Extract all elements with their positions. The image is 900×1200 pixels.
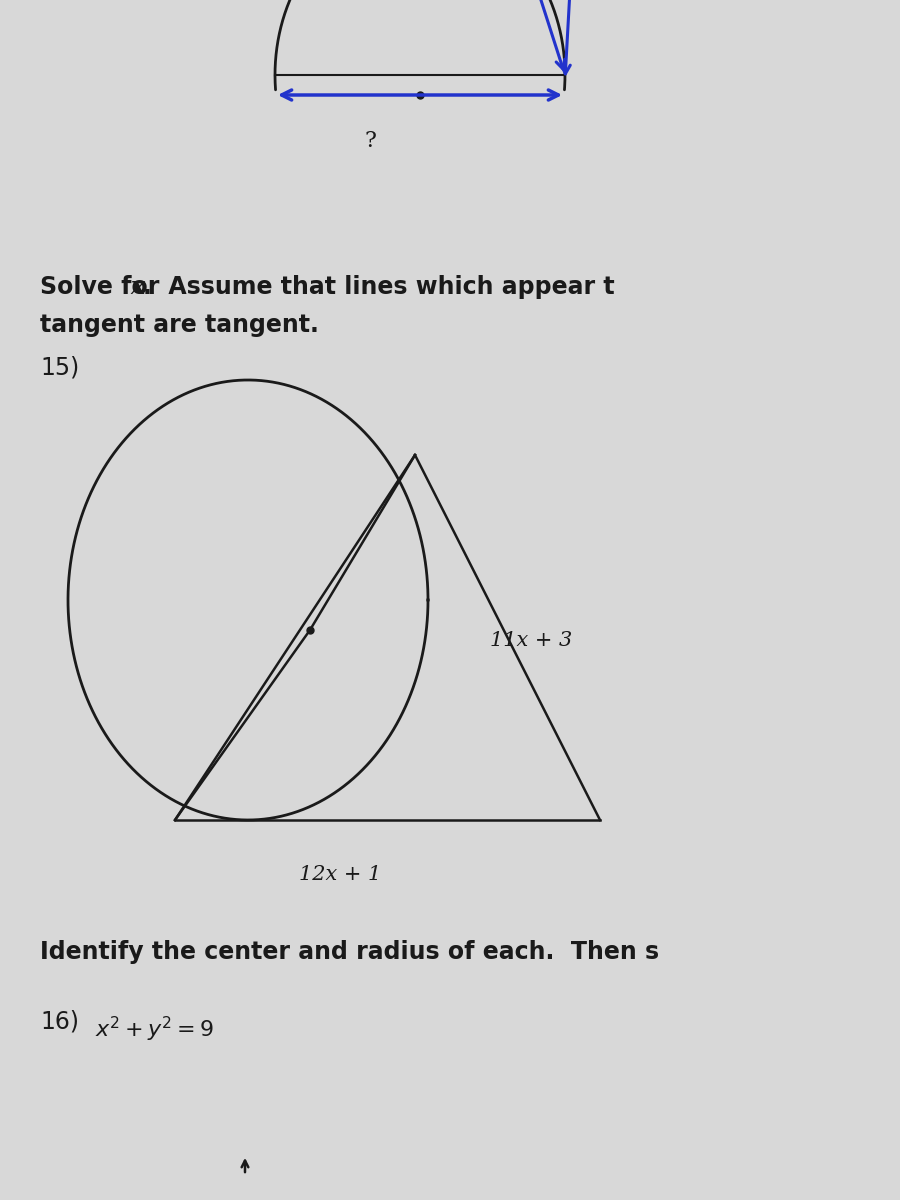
Text: ?: ? bbox=[364, 130, 376, 152]
Text: x: x bbox=[130, 275, 144, 299]
Text: Solve for: Solve for bbox=[40, 275, 167, 299]
Text: 12x + 1: 12x + 1 bbox=[299, 865, 381, 884]
Text: Identify the center and radius of each.  Then s: Identify the center and radius of each. … bbox=[40, 940, 659, 964]
Text: $x^2 + y^2 = 9$: $x^2 + y^2 = 9$ bbox=[95, 1015, 214, 1044]
Text: .  Assume that lines which appear t: . Assume that lines which appear t bbox=[143, 275, 615, 299]
Text: tangent are tangent.: tangent are tangent. bbox=[40, 313, 319, 337]
Text: 16): 16) bbox=[40, 1010, 79, 1034]
Text: 15): 15) bbox=[40, 355, 79, 379]
Text: 11x + 3: 11x + 3 bbox=[490, 630, 572, 649]
